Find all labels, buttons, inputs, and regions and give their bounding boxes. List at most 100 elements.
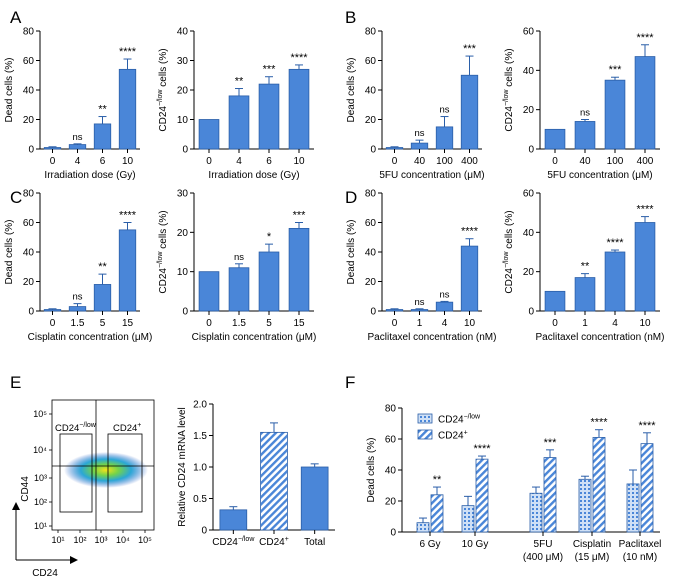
y-tick-label: 40 bbox=[23, 248, 35, 259]
panel-label-a: A bbox=[10, 8, 22, 27]
y-tick-label: 60 bbox=[365, 218, 377, 229]
flow-x-tick-label: 10² bbox=[73, 535, 86, 545]
y-tick-label: 40 bbox=[23, 86, 35, 97]
bar bbox=[93, 123, 112, 150]
bar bbox=[529, 492, 543, 533]
bar bbox=[258, 251, 280, 312]
y-tick-label: 20 bbox=[365, 277, 377, 288]
y-axis-label: CD24−/low cells (%) bbox=[503, 48, 515, 131]
y-tick-label: 20 bbox=[523, 105, 535, 116]
flow-axis-arrowhead-y bbox=[12, 502, 20, 510]
legend-label: CD24−/low bbox=[438, 414, 481, 426]
legend-label-sup: −/low bbox=[464, 414, 481, 421]
x-tick-label: 4 bbox=[442, 318, 448, 329]
significance-label: ns bbox=[72, 292, 82, 303]
x-tick-label: 6 bbox=[100, 156, 106, 167]
significance-label: *** bbox=[293, 210, 307, 222]
x-tick-label: 10 Gy bbox=[462, 539, 489, 550]
x-tick-label-sup: −/low bbox=[238, 536, 255, 543]
bar bbox=[288, 227, 310, 312]
chart-c-cd24-low: 0 10 20 30 0 1.5 ns 5 * 15 *** Cisplatin concentrat… bbox=[157, 189, 316, 344]
y-axis-label-main: Dead cells (%) bbox=[346, 57, 357, 122]
x-tick-label: 0 bbox=[206, 318, 212, 329]
y-tick-label: 0 bbox=[182, 307, 188, 318]
bar bbox=[300, 466, 329, 531]
bar bbox=[574, 121, 596, 150]
x-tick-label: 100 bbox=[607, 156, 624, 167]
x-tick-label: 4 bbox=[75, 156, 81, 167]
significance-label: ** bbox=[98, 261, 107, 273]
y-tick-label: 0 bbox=[390, 528, 396, 539]
y-axis-label-main: CD24 bbox=[158, 106, 169, 132]
bar bbox=[435, 126, 454, 150]
y-axis-label: CD24−/low cells (%) bbox=[157, 210, 169, 293]
y-axis-label: Dead cells (%) bbox=[346, 57, 357, 122]
y-tick-label: 0 bbox=[201, 526, 207, 537]
y-axis-label: CD24−/low cells (%) bbox=[503, 210, 515, 293]
bar bbox=[43, 147, 62, 150]
x-tick-label: 0 bbox=[50, 156, 56, 167]
y-axis-label-main: Dead cells (%) bbox=[4, 57, 15, 122]
y-axis-label: Dead cells (%) bbox=[366, 437, 377, 502]
significance-label: ** bbox=[98, 104, 107, 116]
significance-label: ns bbox=[414, 128, 424, 139]
y-tick-label: 80 bbox=[23, 189, 35, 200]
x-tick-label: 10 bbox=[122, 156, 134, 167]
x-tick-label: 4 bbox=[236, 156, 242, 167]
bar bbox=[385, 309, 404, 312]
y-axis-label-main: Relative CD24 mRNA level bbox=[177, 407, 188, 527]
bar bbox=[460, 245, 479, 312]
bar bbox=[228, 267, 250, 312]
significance-label: ns bbox=[72, 132, 82, 143]
chart-a-cd24-low: 0 10 20 30 40 0 4 ** 6 *** 10 **** Irradiation dose … bbox=[157, 27, 314, 181]
flow-x-tick-label: 10³ bbox=[94, 535, 107, 545]
flow-y-tick-label: 10² bbox=[34, 497, 47, 507]
flow-x-tick-label: 10⁵ bbox=[138, 535, 152, 545]
bar bbox=[543, 457, 557, 533]
flow-axis-arrowhead-x bbox=[70, 556, 78, 564]
x-tick-label: 0 bbox=[50, 318, 56, 329]
y-axis-label: CD24−/low cells (%) bbox=[157, 48, 169, 131]
x-tick-sublabel: (400 μM) bbox=[523, 552, 563, 563]
bar bbox=[410, 142, 429, 150]
x-tick-label: 1.5 bbox=[71, 318, 85, 329]
y-axis-label-sup: −/low bbox=[157, 89, 164, 106]
significance-label: * bbox=[267, 231, 272, 243]
x-tick-label: 1 bbox=[417, 318, 423, 329]
bar bbox=[592, 437, 606, 533]
chart-b-dead-cells: 0 20 40 60 80 0 40 ns 100 ns 400 *** 5FU concentrati… bbox=[346, 27, 485, 182]
x-tick-label: 100 bbox=[436, 156, 453, 167]
significance-label: *** bbox=[463, 43, 477, 55]
x-tick-label: 6 Gy bbox=[419, 539, 440, 550]
bar bbox=[544, 128, 566, 150]
x-tick-label: 0 bbox=[392, 156, 398, 167]
x-tick-label: Cisplatin bbox=[573, 539, 611, 550]
y-axis-label-sup: −/low bbox=[503, 89, 510, 106]
y-tick-label: 20 bbox=[23, 115, 35, 126]
significance-label: *** bbox=[609, 64, 623, 76]
panel-label-e: E bbox=[10, 373, 21, 392]
bar bbox=[634, 222, 656, 312]
bar bbox=[626, 483, 640, 533]
y-tick-label: 60 bbox=[23, 218, 35, 229]
significance-label: *** bbox=[263, 64, 277, 76]
chart-d-cd24-low: 0 20 40 60 0 1 ** 4 **** 10 **** Paclitaxel concent… bbox=[503, 189, 664, 344]
x-tick-label: 1 bbox=[582, 318, 588, 329]
x-tick-label: 10 bbox=[293, 156, 305, 167]
x-tick-sublabel: (10 nM) bbox=[623, 552, 657, 563]
bar bbox=[385, 147, 404, 150]
significance-label: ns bbox=[414, 297, 424, 308]
flow-density-cloud bbox=[64, 452, 148, 488]
y-tick-label: 60 bbox=[365, 56, 377, 67]
bar bbox=[604, 251, 626, 312]
bar bbox=[578, 478, 592, 533]
x-axis-label: 5FU concentration (μM) bbox=[379, 170, 484, 181]
x-tick-label-main: CD24 bbox=[212, 537, 238, 548]
legend-label: CD24+ bbox=[438, 430, 468, 442]
y-tick-label: 40 bbox=[385, 466, 397, 477]
bar bbox=[258, 83, 280, 150]
gate-cd24-low bbox=[59, 433, 93, 513]
y-axis-label-main: CD24 bbox=[504, 106, 515, 132]
x-tick-label: Paclitaxel bbox=[619, 539, 662, 550]
y-tick-label: 30 bbox=[177, 189, 189, 200]
